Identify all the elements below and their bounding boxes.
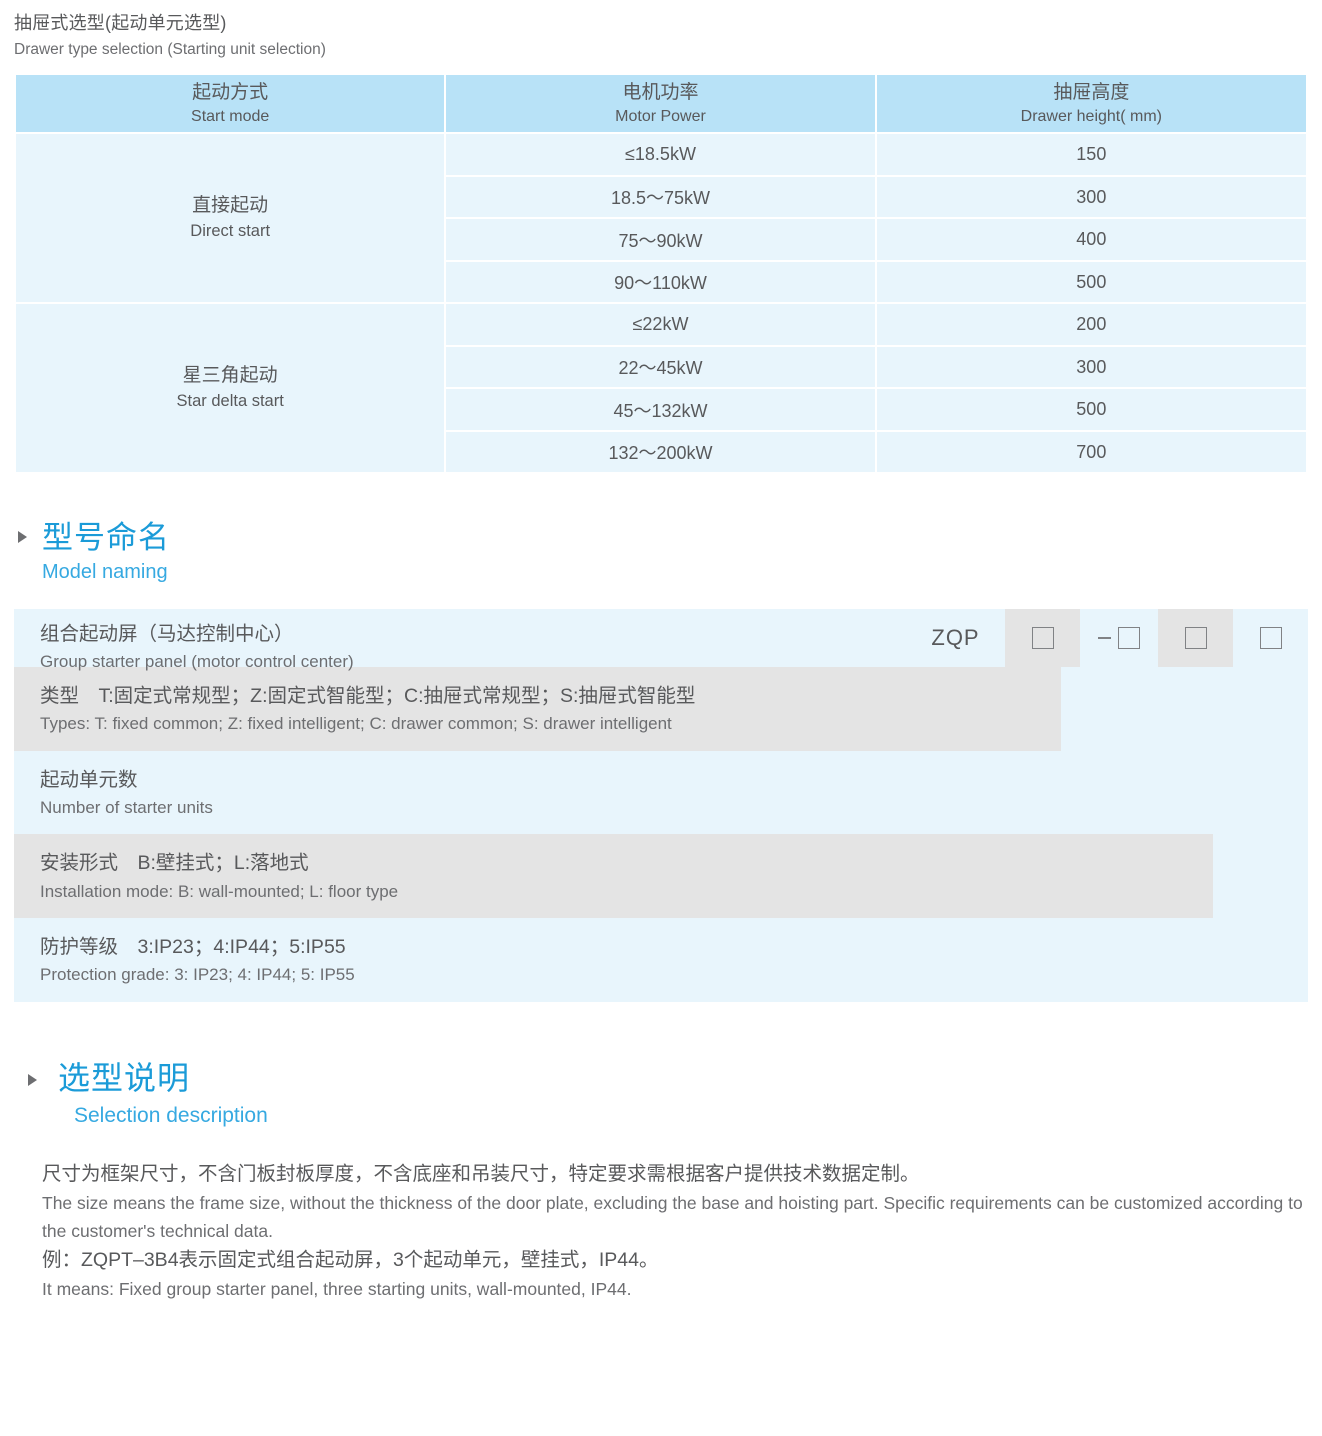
height-value: 500 — [876, 389, 1306, 430]
header-motor-power-en: Motor Power — [615, 107, 706, 125]
naming-row-3-cn: 起动单元数 — [40, 768, 138, 791]
description-line: 尺寸为框架尺寸，不含门板封板厚度，不含底座和吊装尺寸，特定要求需根据客户提供技术… — [42, 1162, 920, 1185]
code-separator-dash-icon — [1098, 636, 1111, 639]
height-value: 300 — [876, 176, 1306, 218]
model-naming-heading-cn: 型号命名 — [42, 520, 170, 556]
naming-row-2-en: Types: T: fixed common; Z: fixed intelli… — [40, 714, 672, 734]
mode-star-delta-en: Star delta start — [176, 392, 284, 410]
mode-cell-star-delta-start: 星三角起动 Star delta start — [16, 304, 445, 473]
table-caption: 抽屉式选型(起动单元选型) Drawer type selection (Sta… — [14, 0, 1308, 61]
caption-chinese: 抽屉式选型(起动单元选型) — [14, 13, 227, 33]
triangle-bullet-icon — [18, 531, 27, 544]
naming-row-5-text: 防护等级 3:IP23；4:IP44；5:IP55 Protection gra… — [14, 918, 1308, 1002]
mode-cell-direct-start: 直接起动 Direct start — [16, 134, 445, 303]
power-value: 132～200kW — [446, 431, 875, 473]
row-band-tail — [1061, 666, 1308, 751]
mode-direct-start-cn: 直接起动 — [192, 195, 269, 217]
code-cell-prefix: ZQP — [920, 608, 1005, 667]
mode-star-delta-cn: 星三角起动 — [182, 365, 278, 387]
code-cell-protection — [1233, 608, 1308, 667]
power-value: ≤18.5kW — [446, 134, 875, 175]
power-value: 18.5～75kW — [446, 176, 875, 218]
naming-row-2-text: 类型 T:固定式常规型；Z:固定式智能型；C:抽屉式常规型；S:抽屉式智能型 T… — [14, 667, 1308, 751]
header-drawer-height-en: Drawer height( mm) — [1020, 107, 1162, 125]
code-prefix-label: ZQP — [931, 624, 980, 650]
code-box-installation — [1184, 626, 1207, 649]
table-row: 22～45kW 300 — [16, 346, 1306, 388]
description-line: It means: Fixed group starter panel, thr… — [42, 1279, 632, 1300]
naming-row-5-en: Protection grade: 3: IP23; 4: IP44; 5: I… — [40, 965, 355, 985]
section-heading-selection-description: 选型说明 Selection description — [14, 1060, 1308, 1129]
height-value: 400 — [876, 219, 1306, 260]
document-page: 抽屉式选型(起动单元选型) Drawer type selection (Sta… — [14, 0, 1308, 1304]
row-band — [14, 834, 1213, 919]
model-code-strip: ZQP — [920, 608, 1308, 667]
power-value: 45～132kW — [446, 389, 875, 430]
header-start-mode: 起动方式 Start mode — [16, 75, 445, 133]
code-box-protection — [1259, 626, 1282, 649]
table-row: 18.5～75kW 300 — [16, 176, 1306, 218]
mode-direct-start-en: Direct start — [190, 222, 271, 240]
naming-row-installation: 安装形式 B:壁挂式；L:落地式 Installation mode: B: w… — [14, 834, 1308, 919]
description-line: 例：ZQPT–3B4表示固定式组合起动屏，3个起动单元，壁挂式，IP44。 — [42, 1248, 659, 1271]
selection-heading-en: Selection description — [74, 1103, 268, 1127]
naming-row-2-cn: 类型 T:固定式常规型；Z:固定式智能型；C:抽屉式常规型；S:抽屉式智能型 — [40, 684, 696, 707]
naming-row-1-cn: 组合起动屏（马达控制中心） — [40, 622, 294, 645]
model-naming-diagram: 组合起动屏（马达控制中心） Group starter panel (motor… — [14, 608, 1308, 1002]
power-value: ≤22kW — [446, 304, 875, 345]
power-value: 90～110kW — [446, 261, 875, 303]
drawer-selection-table: 起动方式 Start mode 电机功率 Motor Power 抽屉高度 Dr… — [14, 73, 1308, 474]
row-band — [14, 750, 1308, 835]
code-cell-installation — [1158, 608, 1233, 667]
naming-row-3-text: 起动单元数 Number of starter units — [14, 751, 1308, 835]
height-value: 200 — [876, 304, 1306, 345]
row-band-tail — [1213, 834, 1308, 919]
naming-row-4-en: Installation mode: B: wall-mounted; L: f… — [40, 881, 399, 901]
table-row: 星三角起动 Star delta start ≤22kW 200 — [16, 304, 1306, 473]
naming-row-product: 组合起动屏（马达控制中心） Group starter panel (motor… — [14, 608, 1308, 671]
power-value: 22～45kW — [446, 346, 875, 388]
table-header-row: 起动方式 Start mode 电机功率 Motor Power 抽屉高度 Dr… — [16, 75, 1306, 133]
header-motor-power: 电机功率 Motor Power — [446, 75, 875, 133]
table-body: 直接起动 Direct start ≤18.5kW 150 18.5～75kW … — [16, 134, 1306, 473]
naming-row-protection: 防护等级 3:IP23；4:IP44；5:IP55 Protection gra… — [14, 918, 1308, 1002]
row-band — [14, 918, 1308, 1002]
triangle-bullet-icon — [28, 1073, 37, 1086]
naming-row-1-en: Group starter panel (motor control cente… — [40, 652, 354, 672]
power-value: 75～90kW — [446, 219, 875, 260]
table-row: 45～132kW 500 — [16, 389, 1306, 430]
naming-row-starter-units: 起动单元数 Number of starter units — [14, 750, 1308, 835]
header-drawer-height: 抽屉高度 Drawer height( mm) — [876, 75, 1306, 133]
table-row: 90～110kW 500 — [16, 261, 1306, 303]
naming-row-3-en: Number of starter units — [40, 797, 213, 817]
header-drawer-height-cn: 抽屉高度 — [1053, 82, 1130, 104]
table-header: 起动方式 Start mode 电机功率 Motor Power 抽屉高度 Dr… — [16, 75, 1306, 133]
naming-row-4-text: 安装形式 B:壁挂式；L:落地式 Installation mode: B: w… — [14, 834, 1308, 918]
height-value: 150 — [876, 134, 1306, 175]
code-cell-type — [1005, 608, 1080, 667]
selection-heading-cn: 选型说明 — [58, 1059, 191, 1096]
row-band — [14, 666, 1061, 751]
caption-english: Drawer type selection (Starting unit sel… — [14, 41, 326, 58]
section-heading-model-naming: 型号命名 Model naming — [14, 520, 1308, 585]
code-box-type — [1031, 626, 1054, 649]
header-start-mode-cn: 起动方式 — [192, 82, 269, 104]
naming-row-4-cn: 安装形式 B:壁挂式；L:落地式 — [40, 852, 309, 875]
description-line: The size means the frame size, without t… — [42, 1193, 1303, 1241]
model-naming-heading-en: Model naming — [42, 560, 168, 583]
naming-row-types: 类型 T:固定式常规型；Z:固定式智能型；C:抽屉式常规型；S:抽屉式智能型 T… — [14, 666, 1308, 751]
table-row: 132～200kW 700 — [16, 431, 1306, 473]
selection-description-body: 尺寸为框架尺寸，不含门板封板厚度，不含底座和吊装尺寸，特定要求需根据客户提供技术… — [14, 1159, 1308, 1304]
height-value: 300 — [876, 346, 1306, 388]
code-box-units — [1118, 626, 1140, 649]
table-row: 直接起动 Direct start ≤18.5kW 150 — [16, 134, 1306, 303]
header-start-mode-en: Start mode — [191, 107, 270, 125]
height-value: 700 — [876, 431, 1306, 473]
header-motor-power-cn: 电机功率 — [622, 82, 699, 104]
table-row: 75～90kW 400 — [16, 219, 1306, 260]
naming-row-5-cn: 防护等级 3:IP23；4:IP44；5:IP55 — [40, 936, 346, 959]
code-cell-units — [1080, 608, 1158, 667]
height-value: 500 — [876, 261, 1306, 303]
